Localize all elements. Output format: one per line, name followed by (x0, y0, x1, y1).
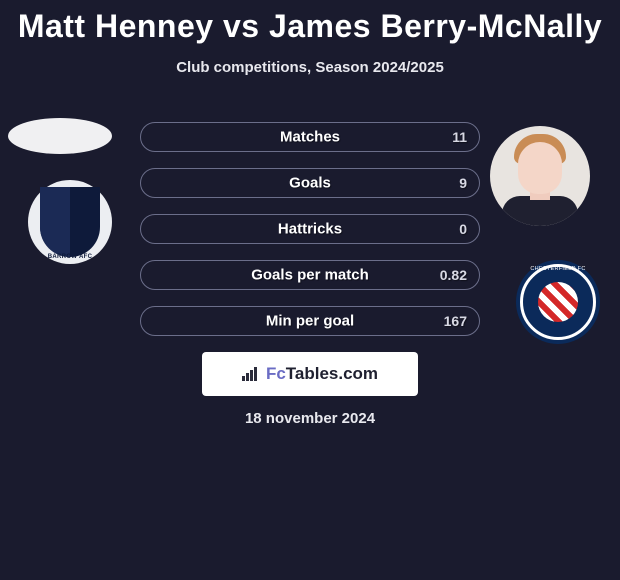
page-title: Matt Henney vs James Berry-McNally (0, 0, 620, 45)
player-left-club-badge: BARROW AFC (28, 180, 112, 264)
date-label: 18 november 2024 (0, 410, 620, 427)
stat-row: Goals 9 (140, 168, 480, 198)
stat-label: Min per goal (266, 313, 354, 330)
club-right-label: CHESTERFIELD FC (518, 266, 598, 272)
player-left-avatar (8, 118, 112, 154)
stat-value-right: 167 (444, 313, 467, 329)
stat-row: Goals per match 0.82 (140, 260, 480, 290)
source-logo-text: FcTables.com (266, 364, 378, 384)
stat-value-right: 0.82 (440, 267, 467, 283)
source-logo: FcTables.com (202, 352, 418, 396)
stat-value-right: 11 (452, 129, 467, 145)
stat-row: Hattricks 0 (140, 214, 480, 244)
stat-label: Hattricks (278, 221, 342, 238)
stats-list: Matches 11 Goals 9 Hattricks 0 Goals per… (140, 122, 480, 352)
stat-label: Goals per match (251, 267, 369, 284)
stat-value-right: 0 (459, 221, 467, 237)
stat-row: Min per goal 167 (140, 306, 480, 336)
stat-label: Matches (280, 129, 340, 146)
bar-chart-icon (242, 367, 260, 381)
stat-row: Matches 11 (140, 122, 480, 152)
page-subtitle: Club competitions, Season 2024/2025 (0, 59, 620, 76)
player-right-club-badge: CHESTERFIELD FC (516, 260, 600, 344)
stat-label: Goals (289, 175, 331, 192)
club-left-label: BARROW AFC (28, 254, 112, 260)
stat-value-right: 9 (459, 175, 467, 191)
player-right-avatar (490, 126, 590, 226)
